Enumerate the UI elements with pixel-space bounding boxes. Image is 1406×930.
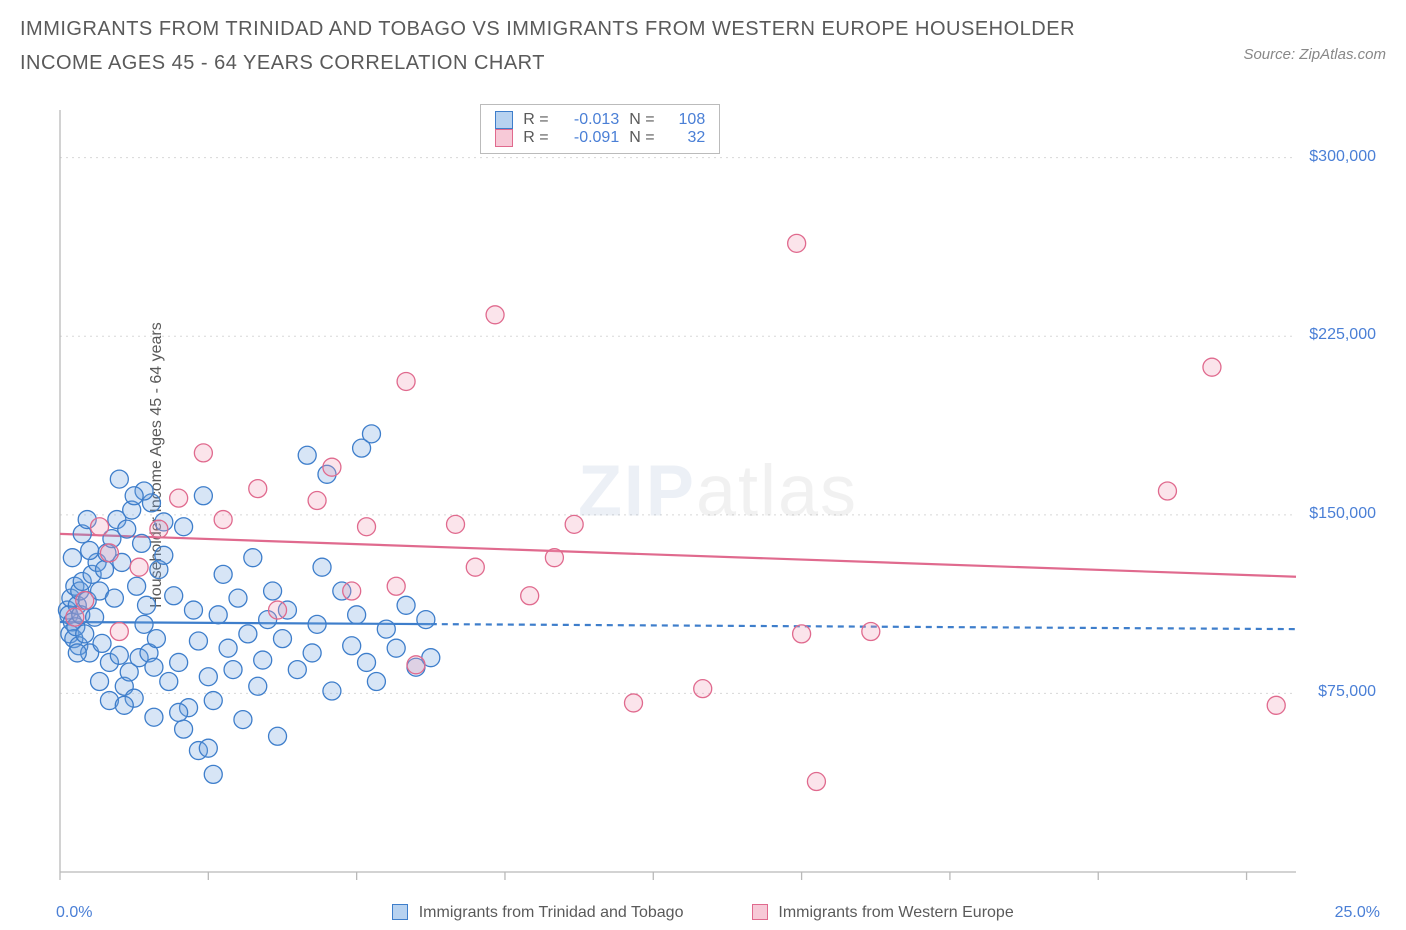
- stats-row: R = -0.091 N = 32: [495, 129, 705, 147]
- bottom-legend: Immigrants from Trinidad and Tobago Immi…: [0, 904, 1406, 922]
- header-row: IMMIGRANTS FROM TRINIDAD AND TOBAGO VS I…: [20, 12, 1386, 80]
- stats-row: R = -0.013 N = 108: [495, 111, 705, 129]
- correlation-stats-box: R = -0.013 N = 108 R = -0.091 N = 32: [480, 104, 720, 154]
- y-tick-label: $75,000: [1318, 683, 1376, 701]
- stats-n-label: N =: [629, 111, 655, 129]
- legend-label-series-b: Immigrants from Western Europe: [778, 904, 1013, 921]
- stats-n-value: 108: [665, 111, 705, 129]
- source-label: Source: ZipAtlas.com: [1243, 46, 1386, 63]
- y-tick-label: $150,000: [1309, 505, 1376, 523]
- y-tick-label: $300,000: [1309, 148, 1376, 166]
- stats-r-label: R =: [523, 129, 549, 147]
- legend-item-series-b: Immigrants from Western Europe: [752, 904, 1014, 921]
- scatter-plot-svg: [50, 102, 1386, 894]
- plot-area: ZIPatlas R =-0.013N =108R =-0.091N =32: [50, 102, 1386, 894]
- legend-label-series-a: Immigrants from Trinidad and Tobago: [419, 904, 684, 921]
- stats-r-value: -0.091: [559, 129, 619, 147]
- chart-container: IMMIGRANTS FROM TRINIDAD AND TOBAGO VS I…: [0, 0, 1406, 930]
- stats-swatch: [495, 129, 513, 147]
- stats-n-value: 32: [665, 129, 705, 147]
- stats-swatch: [495, 111, 513, 129]
- stats-n-label: N =: [629, 129, 655, 147]
- chart-title: IMMIGRANTS FROM TRINIDAD AND TOBAGO VS I…: [20, 12, 1080, 80]
- stats-r-value: -0.013: [559, 111, 619, 129]
- legend-item-series-a: Immigrants from Trinidad and Tobago: [392, 904, 688, 921]
- y-tick-label: $225,000: [1309, 326, 1376, 344]
- legend-swatch-series-a: [392, 904, 408, 920]
- legend-swatch-series-b: [752, 904, 768, 920]
- stats-r-label: R =: [523, 111, 549, 129]
